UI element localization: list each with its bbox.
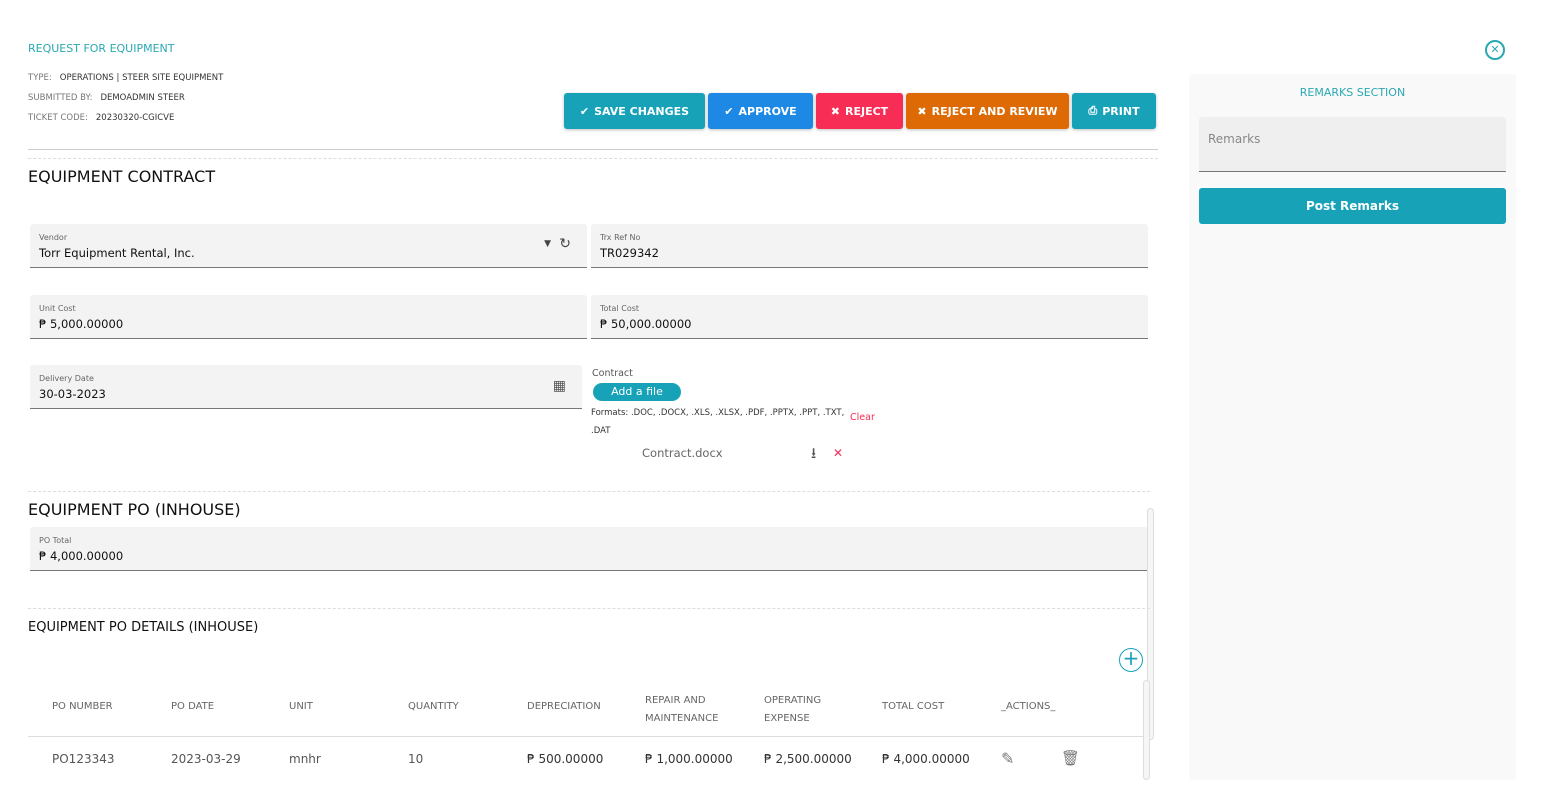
close-icon[interactable]: ✕ [1485, 40, 1505, 60]
x-icon: ✖ [917, 104, 927, 118]
edit-icon[interactable]: ✎ [1001, 749, 1015, 768]
reject-and-review-button[interactable]: ✖ REJECT AND REVIEW [906, 93, 1069, 129]
x-icon: ✖ [830, 104, 841, 118]
column-header: OPERATING EXPENSE [764, 695, 822, 724]
page-title: REQUEST FOR EQUIPMENT [28, 42, 175, 55]
cell-operating: ₱ 2,500.00000 [764, 752, 852, 766]
reject-button[interactable]: ✖ REJECT [816, 93, 903, 129]
po-total-value: ₱ 4,000.00000 [39, 549, 124, 563]
add-file-button[interactable]: Add a file [593, 383, 681, 401]
po-total-label: PO Total [39, 536, 72, 545]
remarks-input[interactable]: Remarks [1199, 117, 1506, 172]
section-heading-contract: EQUIPMENT CONTRACT [28, 167, 216, 186]
cell-po-date: 2023-03-29 [171, 752, 241, 766]
trx-ref-field[interactable]: Trx Ref No TR029342 [591, 224, 1148, 268]
total-cost-label: Total Cost [600, 304, 640, 313]
cell-po-number: PO123343 [52, 752, 115, 766]
contract-label: Contract [592, 368, 633, 379]
unit-cost-field[interactable]: Unit Cost ₱ 5,000.00000 [30, 295, 587, 339]
reject-review-label: REJECT AND REVIEW [931, 104, 1058, 118]
vendor-value: Torr Equipment Rental, Inc. [39, 246, 195, 260]
scrollbar[interactable] [1147, 508, 1154, 740]
remarks-panel: REMARKS SECTION Remarks Post Remarks [1189, 74, 1516, 780]
cell-total-cost: ₱ 4,000.00000 [882, 752, 970, 766]
refresh-icon[interactable]: ↻ [559, 236, 571, 252]
delivery-label: Delivery Date [39, 374, 94, 383]
type-value: OPERATIONS | STEER SITE EQUIPMENT [59, 73, 224, 83]
submitted-value: DEMOADMIN STEER [100, 93, 185, 103]
po-total-field[interactable]: PO Total ₱ 4,000.00000 [30, 527, 1148, 571]
column-header: UNIT [289, 701, 313, 712]
file-name: Contract.docx [642, 446, 723, 460]
divider [28, 491, 1150, 492]
remove-file-icon[interactable]: ✕ [833, 446, 844, 460]
formats-text: Formats: .DOC, .DOCX, .XLS, .XLSX, .PDF,… [591, 408, 845, 436]
submitted-label: SUBMITTED BY: [28, 93, 93, 103]
cell-quantity: 10 [408, 752, 424, 766]
cell-repair: ₱ 1,000.00000 [645, 752, 733, 766]
caret-down-icon[interactable]: ▼ [544, 239, 551, 249]
approve-label: APPROVE [738, 104, 797, 118]
column-header: PO DATE [171, 701, 215, 712]
approve-button[interactable]: ✔ APPROVE [708, 93, 813, 129]
cell-unit: mnhr [289, 752, 321, 766]
divider [28, 158, 1158, 159]
column-header: TOTAL COST [882, 701, 945, 712]
table-divider [28, 736, 1143, 737]
divider [28, 149, 1158, 150]
trash-icon[interactable]: 🗑 [1061, 749, 1081, 767]
total-cost-value: ₱ 50,000.00000 [600, 317, 692, 331]
type-info: TYPE: OPERATIONS | STEER SITE EQUIPMENT [28, 73, 223, 83]
column-header: _ACTIONS_ [1001, 701, 1056, 712]
post-remarks-button[interactable]: Post Remarks [1199, 188, 1506, 224]
vendor-select[interactable]: Vendor Torr Equipment Rental, Inc. ▼ ↻ [30, 224, 587, 268]
column-header: REPAIR AND MAINTENANCE [645, 695, 719, 724]
save-changes-button[interactable]: ✔ SAVE CHANGES [564, 93, 705, 129]
check-icon: ✔ [724, 104, 734, 118]
column-header: DEPRECIATION [527, 701, 601, 712]
clear-link[interactable]: Clear [850, 412, 875, 423]
check-icon: ✔ [579, 104, 590, 118]
column-header: QUANTITY [408, 701, 459, 712]
unit-cost-label: Unit Cost [39, 304, 76, 313]
print-button[interactable]: ⎙ PRINT [1072, 93, 1156, 129]
table-scrollbar[interactable] [1143, 680, 1150, 780]
calendar-icon[interactable]: ▦ [552, 378, 566, 394]
save-label: SAVE CHANGES [594, 104, 690, 118]
type-label: TYPE: [28, 73, 52, 83]
trx-value: TR029342 [600, 246, 659, 260]
reject-label: REJECT [845, 104, 889, 118]
delivery-date-field[interactable]: Delivery Date 30-03-2023 ▦ [30, 365, 582, 409]
section-heading-details: EQUIPMENT PO DETAILS (INHOUSE) [28, 620, 259, 635]
trx-label: Trx Ref No [600, 233, 641, 242]
ticket-label: TICKET CODE: [28, 113, 88, 123]
delivery-value: 30-03-2023 [39, 387, 106, 401]
ticket-value: 20230320-CGICVE [95, 113, 175, 123]
ticket-info: TICKET CODE: 20230320-CGICVE [28, 113, 174, 123]
download-icon[interactable]: ⭳ [811, 444, 817, 462]
divider [28, 608, 1150, 609]
column-header: PO NUMBER [52, 701, 113, 712]
submitted-info: SUBMITTED BY: DEMOADMIN STEER [28, 93, 185, 103]
printer-icon: ⎙ [1088, 104, 1098, 117]
print-label: PRINT [1102, 104, 1140, 118]
unit-cost-value: ₱ 5,000.00000 [39, 317, 124, 331]
add-row-icon[interactable]: + [1119, 648, 1143, 672]
remarks-heading: REMARKS SECTION [1299, 86, 1406, 99]
section-heading-po: EQUIPMENT PO (INHOUSE) [28, 500, 241, 519]
vendor-label: Vendor [39, 233, 68, 242]
total-cost-field[interactable]: Total Cost ₱ 50,000.00000 [591, 295, 1148, 339]
cell-depreciation: ₱ 500.00000 [527, 752, 604, 766]
